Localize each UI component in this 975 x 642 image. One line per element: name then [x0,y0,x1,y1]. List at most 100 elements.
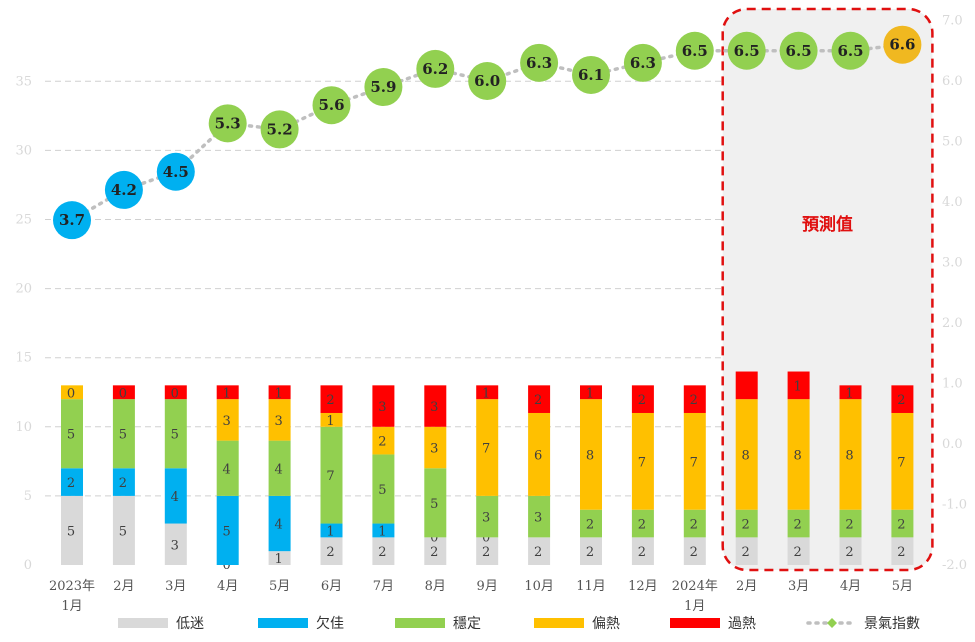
right-tick-label: 2.0 [942,316,963,331]
bar-data-label: 3 [378,400,386,415]
bar-segment [372,537,395,565]
index-point [208,104,247,143]
index-point [727,31,766,70]
index-point-label: 6.2 [422,60,448,78]
x-tick-label: 8月 [425,579,446,594]
bar-segment [839,385,862,400]
bar-data-label: 3 [430,442,438,457]
right-axis: -2.0 -1.0 0.0 1.0 2.0 3.0 4.0 5.0 6.0 7.0 [942,14,967,574]
x-tick-label: 4月 [840,579,861,594]
left-tick-label: 10 [15,420,32,435]
bar-data-label: 2 [378,435,386,450]
right-tick-label: -2.0 [942,558,967,573]
bar-data-label: 0 [223,558,231,573]
bar-data-label: 0 [430,530,438,545]
index-point-label: 5.6 [318,96,344,114]
bar-data-label: 5 [67,524,75,539]
x-tick-label: 10月 [524,579,554,594]
bar-segment [268,399,291,441]
bar-segment [683,509,706,538]
bar-data-label: 0 [67,386,75,401]
legend-label: 過熱 [728,616,756,632]
bar-segment [372,523,395,538]
bar-segment [476,399,499,496]
legend-label: 低迷 [176,616,204,632]
left-axis: 0 5 10 15 20 25 30 35 [15,74,32,573]
bar-segment [476,537,499,565]
bar-segment [372,385,395,427]
bar-segment [164,523,187,565]
bar-segment [683,537,706,565]
bar-data-label: 2 [326,545,334,560]
bar-segment [112,399,135,469]
index-point [468,62,507,100]
forecast-box [721,7,934,572]
bar-data-label: 5 [119,524,127,539]
bar-segment [268,385,291,400]
index-point [312,86,351,125]
bar-data-label: 6 [534,448,542,463]
right-tick-label: 6.0 [942,74,963,89]
forecast-region: 預測值 [721,7,934,572]
right-tick-label: 5.0 [942,135,963,150]
index-point-label: 4.5 [163,163,189,181]
bar-data-label: 2 [586,518,594,533]
bar-segment [268,440,291,496]
right-tick-label: 0.0 [942,437,963,452]
legend-swatch [118,618,168,628]
bar-data-label: 2 [845,545,853,560]
bar-segment [528,385,551,413]
bar-segment [631,537,654,565]
bar-segment [112,495,135,565]
legend-swatch [395,618,445,628]
bar-data-label: 2 [793,545,801,560]
bar-segment [631,412,654,510]
bar-segment [528,537,551,565]
index-point-label: 6.1 [578,66,604,84]
bar-data-label: 0 [119,386,127,401]
bar-segment [891,509,914,538]
bar-segment [112,468,135,496]
x-tick-label: 2月 [113,579,134,594]
legend-label: 偏熱 [592,616,620,632]
bar-segment [631,509,654,538]
bar-data-label: 2 [742,545,750,560]
bar-segment [580,399,602,510]
x-axis-labels: 2023年 1月 2月 3月 4月 5月 6月 7月 8月 9月 10月 11月 12月 2024年 1月 2… [49,579,913,614]
x-tick-label: 11月 [576,579,606,594]
bar-data-label: 3 [430,400,438,415]
bar-data-label: 2 [638,393,646,408]
x-tick-label: 2024年 1月 [672,579,718,614]
index-point [156,152,195,191]
index-point [831,31,870,70]
left-tick-label: 15 [15,351,32,366]
bar-data-label: 1 [586,386,594,401]
bar-data-label: 2 [897,518,905,533]
bar-data-label: 2 [534,545,542,560]
bar-segment [320,523,343,538]
x-tick-label: 6月 [321,579,342,594]
bar-data-label: 5 [119,428,127,443]
bar-data-label: 2 [690,545,698,560]
index-point-label: 3.7 [59,211,85,229]
x-tick-label: 3月 [165,579,186,594]
x-tick-label: 5月 [269,579,290,594]
bar-data-label: 7 [638,455,646,470]
bar-data-label: 5 [430,497,438,512]
legend-swatch [258,618,308,628]
bar-data-label: 2 [67,476,75,491]
bar-segment [112,385,135,400]
index-point-label: 5.3 [215,114,241,132]
bar-segment [735,371,758,400]
index-point-label: 6.5 [734,42,760,60]
index-line: 3.7 4.2 4.5 5.3 5.2 5.6 5.9 6.2 6.0 6.3 6.1 6.3 6.5 6… [53,25,922,240]
index-point [779,31,818,70]
bar-data-label: 2 [534,393,542,408]
bar-segment [891,385,914,413]
index-point [572,55,610,94]
bar-segment [476,385,499,400]
left-tick-label: 5 [24,489,32,504]
x-tick-label: 2月 [736,579,757,594]
bar-data-label: 7 [690,455,698,470]
index-point-label: 4.2 [111,181,137,199]
